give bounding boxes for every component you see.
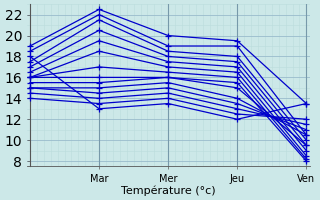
X-axis label: Température (°c): Température (°c) (121, 185, 215, 196)
